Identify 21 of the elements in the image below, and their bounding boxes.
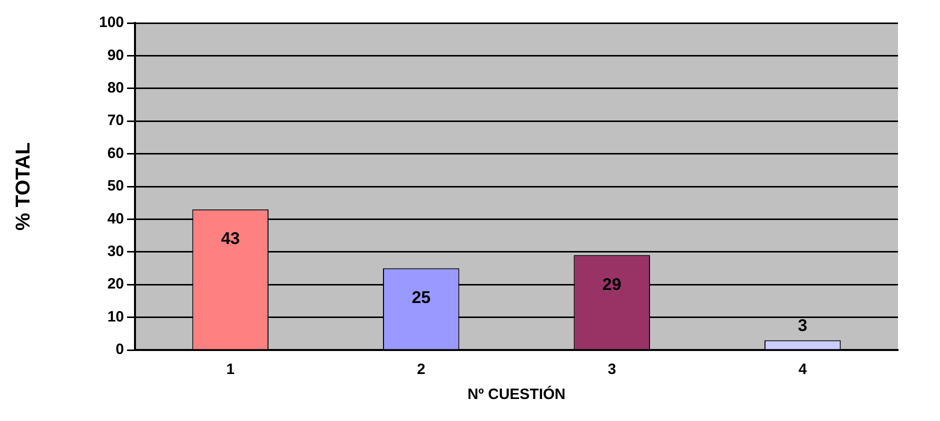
x-tick-label: 2 [416,361,426,378]
y-tick-label: 100 [98,14,124,32]
y-tick-label: 20 [107,276,124,293]
y-tick-label: 90 [107,46,124,64]
x-tick-label: 3 [608,361,616,378]
y-tick-label: 50 [107,178,124,195]
x-axis-title: Nº CUESTIÓN [468,385,566,404]
x-tick-label: 4 [798,361,808,378]
data-label: 43 [220,229,240,248]
data-label: 25 [412,288,431,307]
y-axis-title: % TOTAL [12,142,35,231]
y-tick-label: 60 [107,144,124,162]
x-tick-label: 1 [226,361,235,378]
y-tick-label: 40 [107,210,124,228]
y-tick-label: 0 [116,341,124,358]
data-label: 3 [798,316,808,335]
y-tick-label: 10 [107,308,124,326]
y-tick-label: 70 [107,112,124,130]
data-label: 29 [602,274,622,294]
y-tick-label: 80 [107,80,124,97]
y-tick-label: 30 [107,243,124,260]
